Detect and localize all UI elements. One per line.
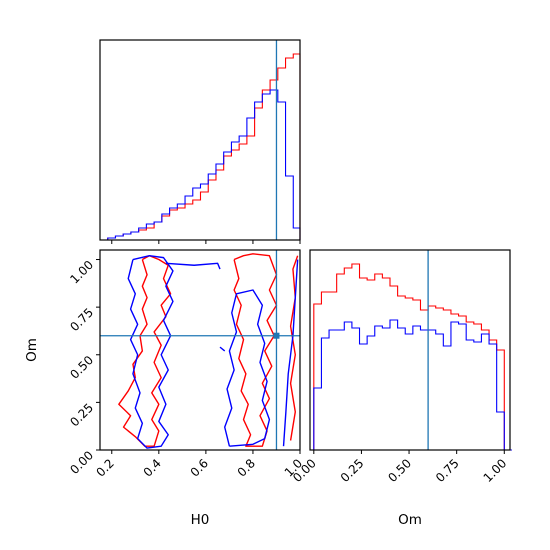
om-histogram-panel: 0.00 0.25 0.50 0.75 1.00 Om [290,249,512,528]
contour-series-2-level-1 [127,255,174,449]
om-histogram-series-1 [313,263,512,451]
h0-histogram-series-1 [100,53,301,241]
truth-marker [273,332,280,339]
contour-y-tick-label: 0.25 [67,401,96,430]
contour-y-tick-label: 0.75 [67,305,96,334]
contour-lines [118,253,299,449]
contour-y-tick-label: 0.50 [67,353,96,382]
contour-series-2-level-5 [219,346,226,352]
om-histogram-series-2 [313,319,512,451]
contour-y-tick-label: 0.00 [67,448,96,477]
contour-series-2-level-4 [282,259,299,447]
contour-x-tick-label: 0.6 [188,456,211,479]
contour-series-2-level-2 [165,262,221,270]
contour-y-tick-label: 1.00 [67,258,96,287]
contour-x-tick-label: 0.2 [93,456,116,479]
x-axis-label-h0: H0 [191,512,210,528]
contour-series-1-level-2 [233,253,278,447]
contour-series-1-level-1 [118,255,172,447]
y-axis-label-om: Om [24,338,40,362]
h0-histogram-series-2 [100,89,301,241]
h0-om-contour-panel: 0.2 0.4 0.6 0.8 1.00.000.250.500.751.00 H0 O… [24,249,305,528]
contour-x-tick-label: 0.4 [141,456,164,479]
contour-x-tick-label: 0.8 [235,456,258,479]
om-histogram-x-tick-label: 0.25 [338,456,367,485]
contour-series-2-level-3 [224,289,271,447]
om-histogram-frame [309,249,511,451]
om-histogram-x-tick-label: 1.00 [481,456,510,485]
om-histogram-x-tick-label: 0.50 [385,456,414,485]
x-axis-label-om: Om [398,512,422,528]
h0-histogram-frame [99,39,301,241]
h0-om-contour-frame [99,249,301,451]
h0-histogram-panel [99,39,301,244]
om-histogram-x-tick-label: 0.75 [433,456,462,485]
